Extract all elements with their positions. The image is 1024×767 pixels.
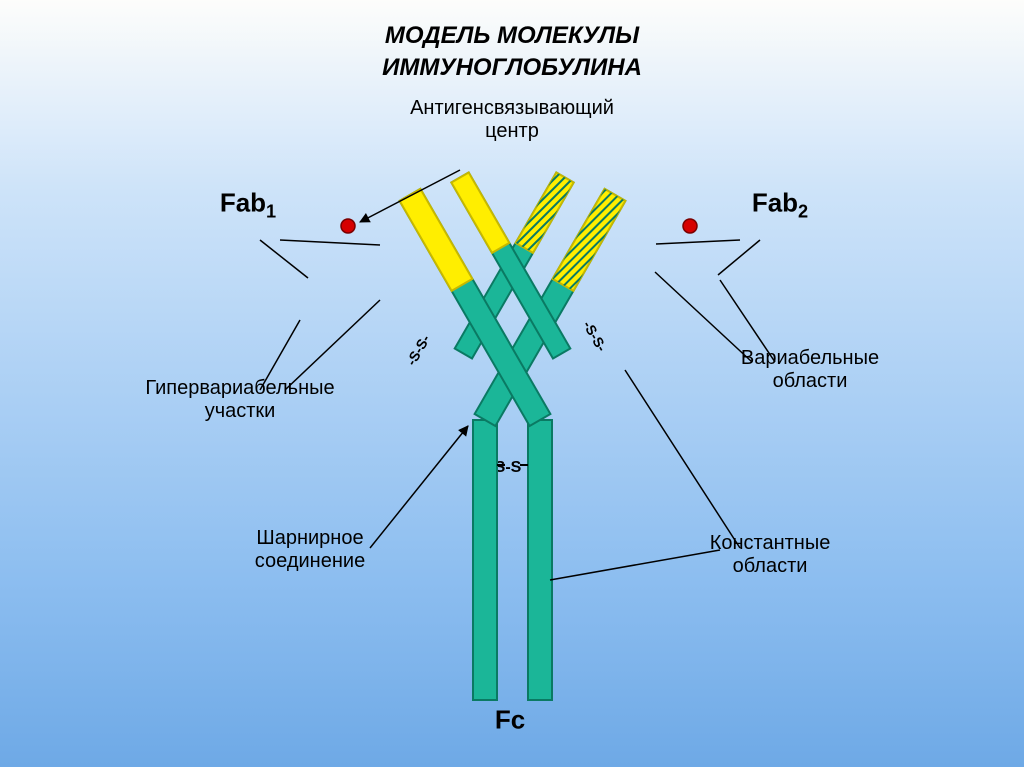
pointer-line	[260, 240, 308, 278]
pointer-line	[656, 240, 740, 244]
pointer-line	[718, 240, 760, 275]
antigen-dot-left	[341, 219, 355, 233]
heavy-chain-fc-right	[528, 420, 552, 700]
pointer-line	[655, 272, 752, 362]
pointer-line	[285, 300, 380, 390]
variable-heavy-right	[400, 189, 473, 291]
antigen-dot-right	[683, 219, 697, 233]
pointer-line	[260, 320, 300, 390]
pointer-line	[720, 280, 775, 362]
pointer-line	[370, 426, 468, 548]
pointer-line	[280, 240, 380, 245]
immunoglobulin-diagram	[0, 0, 1024, 767]
pointer-line	[625, 370, 740, 548]
variable-light-left	[516, 172, 574, 252]
pointer-line	[550, 550, 720, 580]
heavy-chain-fc-left	[473, 420, 497, 700]
variable-light-right	[451, 172, 509, 252]
